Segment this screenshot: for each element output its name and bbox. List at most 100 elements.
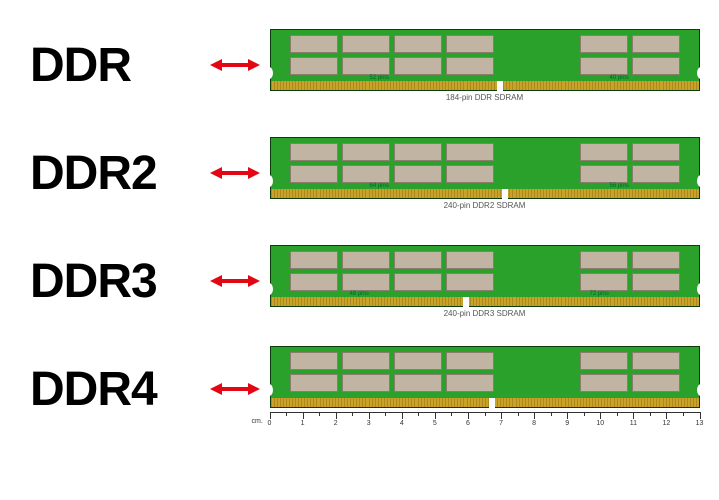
memory-chip <box>446 251 494 269</box>
side-notch <box>265 67 273 79</box>
ruler-tick-label: 12 <box>663 420 671 427</box>
memory-chip <box>446 273 494 291</box>
module-label: DDR4 <box>10 362 210 417</box>
side-notch <box>697 384 705 396</box>
memory-chip <box>394 374 442 392</box>
memory-chip <box>580 251 628 269</box>
memory-chip <box>580 374 628 392</box>
memory-chip <box>632 352 680 370</box>
memory-chip <box>632 374 680 392</box>
ddr-comparison-diagram: DDR 52 pins 40 pins 184-pin DDR SDRAM DDR… <box>10 20 709 434</box>
memory-chip <box>342 165 390 183</box>
key-notch <box>489 398 495 409</box>
memory-chip <box>446 165 494 183</box>
memory-chip <box>580 352 628 370</box>
memory-chip <box>632 251 680 269</box>
ruler-tick-label: 10 <box>596 420 604 427</box>
memory-chip <box>446 374 494 392</box>
memory-chip <box>394 35 442 53</box>
double-arrow-icon <box>210 271 260 291</box>
module-row-ddr: DDR 52 pins 40 pins 184-pin DDR SDRAM <box>10 20 709 110</box>
side-notch <box>265 384 273 396</box>
arrow <box>210 55 260 75</box>
key-notch <box>502 189 508 200</box>
ruler-tick-label: 3 <box>367 420 371 427</box>
key-notch <box>463 297 469 308</box>
memory-chip <box>394 273 442 291</box>
memory-chip <box>580 35 628 53</box>
module-wrap: 48 pins72 pins 240-pin DDR3 SDRAM <box>260 245 709 318</box>
memory-chip <box>290 273 338 291</box>
side-notch <box>697 67 705 79</box>
memory-chip <box>290 374 338 392</box>
key-notch <box>497 81 503 92</box>
memory-chip <box>580 143 628 161</box>
memory-chip <box>446 143 494 161</box>
ruler-tick-label: 6 <box>466 420 470 427</box>
ram-module: 52 pins 40 pins <box>270 29 700 91</box>
memory-chip <box>446 352 494 370</box>
arrow <box>210 271 260 291</box>
memory-chip <box>342 352 390 370</box>
pin-count-right: 40 pins <box>610 75 629 81</box>
module-label: DDR <box>10 38 210 93</box>
side-notch <box>697 283 705 295</box>
memory-chip <box>632 273 680 291</box>
memory-chip <box>290 251 338 269</box>
ruler-tick-label: 1 <box>301 420 305 427</box>
memory-chip <box>290 35 338 53</box>
memory-chip <box>342 251 390 269</box>
arrow <box>210 163 260 183</box>
pin-count-right: 56 pins <box>610 183 629 189</box>
pin-count-left: 52 pins <box>370 75 389 81</box>
memory-chip <box>394 352 442 370</box>
ram-module: 64 pins56 pins <box>270 137 700 199</box>
side-notch <box>697 175 705 187</box>
module-label: DDR3 <box>10 254 210 309</box>
memory-chip <box>632 57 680 75</box>
ruler-tick-label: 13 <box>696 420 704 427</box>
ruler: cm. 012345678910111213 <box>270 412 700 432</box>
memory-chip <box>290 143 338 161</box>
ruler-tick-label: 4 <box>400 420 404 427</box>
module-row-ddr2: DDR2 64 pins56 pins 240-pin DDR2 SDRAM <box>10 128 709 218</box>
memory-chip <box>446 57 494 75</box>
module-wrap: cm. 012345678910111213 <box>260 346 709 432</box>
memory-chip <box>342 273 390 291</box>
memory-chip <box>342 57 390 75</box>
module-row-ddr3: DDR3 48 pins72 pins 240-pin DDR3 SDRAM <box>10 236 709 326</box>
arrow <box>210 379 260 399</box>
pin-count-right: 72 pins <box>590 291 609 297</box>
side-notch <box>265 175 273 187</box>
memory-chip <box>290 165 338 183</box>
double-arrow-icon <box>210 379 260 399</box>
module-wrap: 52 pins 40 pins 184-pin DDR SDRAM <box>260 29 709 102</box>
memory-chip <box>394 143 442 161</box>
module-label: DDR2 <box>10 146 210 201</box>
memory-chip <box>632 165 680 183</box>
ruler-tick-label: 2 <box>334 420 338 427</box>
module-caption: 240-pin DDR2 SDRAM <box>444 201 526 210</box>
memory-chip <box>394 251 442 269</box>
ruler-tick-label: 5 <box>433 420 437 427</box>
ruler-tick-label: 11 <box>630 420 637 427</box>
memory-chip <box>394 165 442 183</box>
ruler-tick-label: 0 <box>268 420 272 427</box>
memory-chip <box>290 352 338 370</box>
ruler-tick-label: 8 <box>532 420 536 427</box>
module-caption: 240-pin DDR3 SDRAM <box>444 309 526 318</box>
ram-module: 48 pins72 pins <box>270 245 700 307</box>
memory-chip <box>580 165 628 183</box>
memory-chip <box>342 143 390 161</box>
ram-module <box>270 346 700 408</box>
module-wrap: 64 pins56 pins 240-pin DDR2 SDRAM <box>260 137 709 210</box>
memory-chip <box>290 57 338 75</box>
double-arrow-icon <box>210 55 260 75</box>
memory-chip <box>342 35 390 53</box>
module-caption: 184-pin DDR SDRAM <box>446 93 523 102</box>
memory-chip <box>580 273 628 291</box>
ruler-unit: cm. <box>252 418 263 425</box>
memory-chip <box>632 35 680 53</box>
memory-chip <box>580 57 628 75</box>
module-row-ddr4: DDR4 cm. 012345678910111213 <box>10 344 709 434</box>
